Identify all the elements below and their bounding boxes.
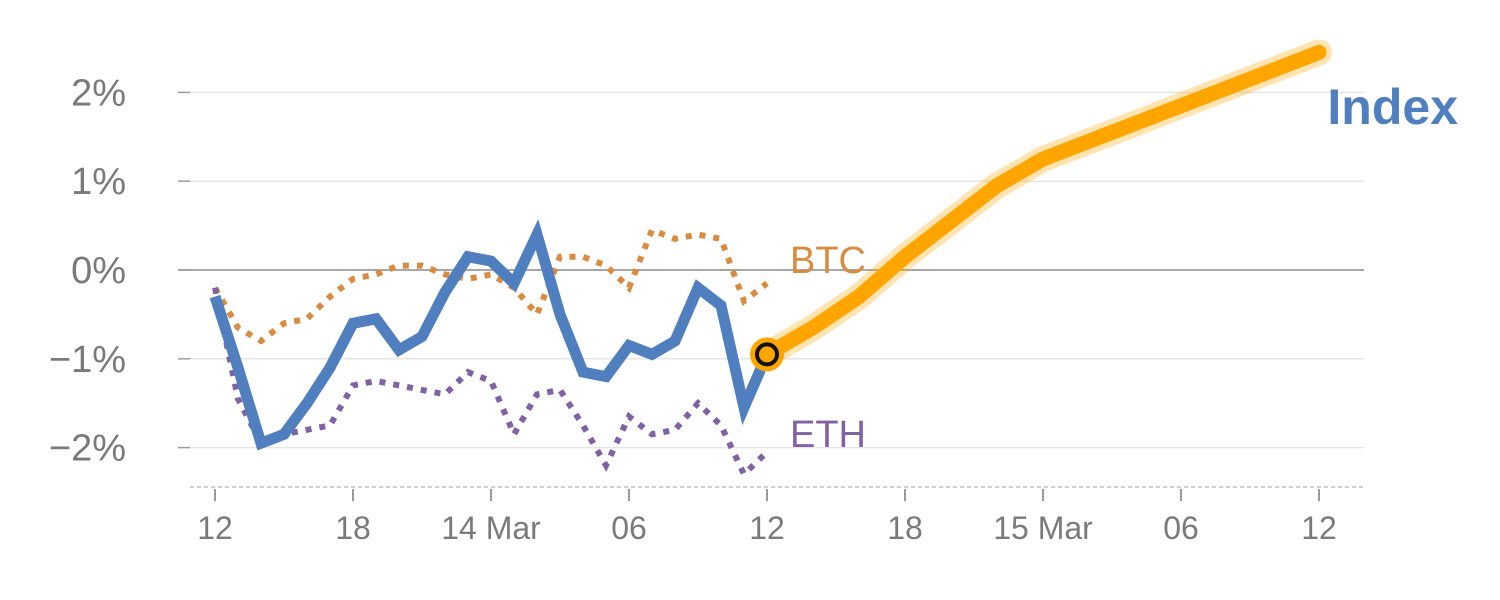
axes xyxy=(178,269,1364,488)
btc-line xyxy=(212,226,769,345)
x-tick-label: 12 xyxy=(749,510,785,546)
x-tick-label: 06 xyxy=(611,510,647,546)
x-tick-label: 12 xyxy=(197,510,233,546)
btc-series-label: BTC xyxy=(790,240,866,282)
x-tick-label: 18 xyxy=(335,510,371,546)
y-tick-label: −1% xyxy=(49,339,126,381)
y-tick-label: −2% xyxy=(49,428,126,470)
series-lines xyxy=(209,218,773,480)
eth-line xyxy=(212,287,770,480)
eth-series-label: ETH xyxy=(790,414,866,456)
forecast-path xyxy=(759,44,1327,362)
x-axis-ticks: 12 18 14 Mar 06 12 18 15 Mar 06 12 xyxy=(197,489,1337,546)
y-tick-label: 2% xyxy=(71,72,126,114)
x-tick-label: 14 Mar xyxy=(441,510,541,546)
y-tick-label: 1% xyxy=(71,161,126,203)
x-tick-label: 06 xyxy=(1163,510,1199,546)
marker-dot xyxy=(755,342,779,367)
current-value-marker xyxy=(750,337,784,372)
forecast-line xyxy=(754,39,1332,368)
index-series-label: Index xyxy=(1327,79,1458,135)
x-tick-label: 18 xyxy=(887,510,923,546)
x-tick-label: 12 xyxy=(1301,510,1337,546)
x-tick-label: 15 Mar xyxy=(993,510,1093,546)
y-tick-label: 0% xyxy=(71,250,126,292)
marker-ring xyxy=(750,337,784,372)
y-axis-ticks: 2% 1% 0% −1% −2% xyxy=(49,72,190,470)
index-line xyxy=(209,218,773,451)
